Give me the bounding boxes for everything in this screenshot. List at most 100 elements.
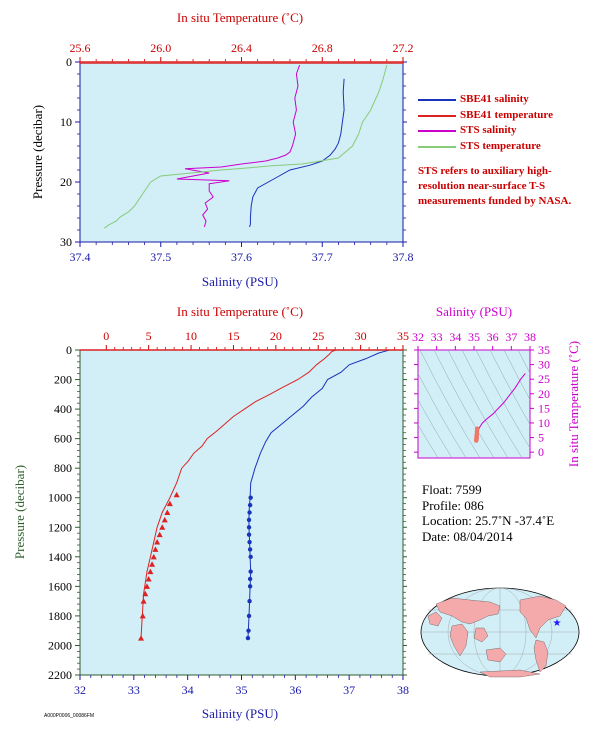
- salinity-samples-point: [247, 584, 253, 589]
- profile-date: Date: 08/04/2014: [422, 528, 513, 544]
- density-contour: [433, 350, 495, 458]
- temperature-samples-point: [142, 590, 149, 597]
- sts-note: STS refers to auxiliary high-resolution …: [418, 165, 572, 207]
- legend-label: SBE41 salinity: [460, 93, 529, 105]
- salinity-samples-point: [246, 517, 252, 523]
- bottom-salinity-axis-label: Salinity (PSU): [202, 706, 278, 721]
- temperature-samples-point: [173, 491, 180, 498]
- density-contour: [489, 350, 530, 426]
- y-tick-label: 2200: [48, 668, 72, 682]
- legend-swatch-sts-salinity: [418, 130, 456, 132]
- ts-x-tick-label: 33: [431, 330, 443, 344]
- density-contour: [419, 350, 481, 458]
- x-bottom-tick-label: 36: [289, 683, 301, 697]
- density-contour: [418, 424, 439, 458]
- salinity-samples-point: [247, 547, 253, 552]
- ts-x-tick-label: 32: [412, 330, 424, 344]
- salinity-samples-point: [246, 613, 252, 619]
- y-tick-label: 200: [54, 373, 72, 387]
- ts-y-tick-label: 15: [538, 401, 550, 415]
- legend-item: SBE41 salinity: [418, 93, 598, 109]
- float-location-marker: ★: [553, 618, 562, 629]
- y-tick-label: 400: [54, 402, 72, 416]
- y-tick-label: 1400: [48, 550, 72, 564]
- top-legend: SBE41 salinity SBE41 temperature STS sal…: [418, 93, 598, 155]
- density-contour: [517, 350, 530, 375]
- world-map: ★: [420, 587, 580, 678]
- ts-x-tick-label: 38: [524, 330, 536, 344]
- y-tick-label: 1800: [48, 609, 72, 623]
- x-bottom-tick-label: 33: [128, 683, 140, 697]
- salinity-samples-point: [246, 525, 252, 530]
- x-top-tick-label: 0: [103, 329, 109, 343]
- top-pressure-axis-label: Pressure (decibar): [30, 105, 45, 199]
- ts-y-tick-label: 5: [538, 431, 544, 445]
- footer-code: A000P0006_00086FM: [44, 713, 95, 719]
- x-bottom-tick-label: 35: [236, 683, 248, 697]
- x-bottom-tick-label: 38: [397, 683, 409, 697]
- top-series-group: [80, 62, 403, 229]
- sbe41-salinity-line: [249, 78, 345, 228]
- x-top-tick-label: 27.2: [393, 41, 414, 55]
- ts-x-tick-label: 34: [449, 330, 461, 344]
- salinity-samples-point: [247, 598, 252, 604]
- x-bottom-tick-label: 32: [74, 683, 86, 697]
- salinity-samples-point: [248, 569, 253, 574]
- y-tick-label: 1600: [48, 579, 72, 593]
- ts-plot-area: [417, 349, 531, 459]
- x-top-tick-label: 35: [397, 329, 409, 343]
- x-bottom-tick-label: 37.4: [70, 250, 91, 264]
- density-contour: [418, 372, 467, 458]
- y-tick-label: 1200: [48, 520, 72, 534]
- temperature-samples-point: [149, 561, 156, 567]
- bottom-temp-axis-label: In situ Temperature (˚C): [177, 304, 303, 319]
- y-tick-label: 0: [66, 55, 72, 69]
- ts-y-tick-label: 0: [538, 445, 544, 459]
- salinity-samples-point: [248, 495, 253, 500]
- ts-x-tick-label: 36: [487, 330, 499, 344]
- ts-y-tick-label: 25: [538, 372, 550, 386]
- salinity-samples-point: [245, 635, 251, 641]
- legend-label: STS temperature: [460, 139, 541, 152]
- salinity-samples-point: [246, 628, 251, 633]
- density-contour: [447, 350, 509, 458]
- y-tick-label: 20: [60, 175, 72, 189]
- salinity-samples-point: [248, 554, 253, 560]
- sts-temperature-line: [103, 64, 388, 229]
- y-tick-label: 0: [66, 343, 72, 357]
- x-top-tick-label: 26.0: [150, 41, 171, 55]
- y-tick-label: 30: [60, 235, 72, 249]
- x-top-tick-label: 15: [227, 329, 239, 343]
- temperature-samples-point: [156, 531, 163, 538]
- temperature-samples-point: [159, 524, 166, 530]
- ts-series-group: [473, 373, 526, 443]
- profile-number: Profile: 086: [422, 497, 484, 513]
- ts-y-tick-label: 10: [538, 416, 550, 430]
- temperature-samples-point: [154, 539, 161, 545]
- salinity-samples-point: [247, 576, 253, 582]
- y-tick-label: 800: [54, 461, 72, 475]
- salinity-samples-point: [247, 539, 252, 545]
- float-id: Float: 7599: [422, 482, 482, 497]
- temperature-samples-point: [139, 612, 146, 619]
- bottom-series-group: [138, 349, 390, 641]
- legend-swatch-sbe41-temperature: [418, 114, 456, 117]
- bottom-panel: 0200400600800100012001400160018002000220…: [48, 329, 409, 697]
- legend-label: SBE41 temperature: [460, 108, 553, 121]
- legend-item: STS salinity: [418, 124, 598, 140]
- temperature-samples-point: [152, 546, 159, 552]
- map-continents: [427, 595, 567, 678]
- top-temp-axis-label: In situ Temperature (˚C): [177, 10, 303, 25]
- temperature-samples-point: [161, 516, 168, 523]
- density-contour: [418, 399, 453, 458]
- density-contour: [475, 350, 530, 449]
- ts-y-tick-label: 30: [538, 358, 550, 372]
- y-tick-label: 1000: [48, 491, 72, 505]
- ts-isopycnals: [418, 350, 530, 458]
- bottom-ticks: 0200400600800100012001400160018002000220…: [48, 329, 409, 697]
- ts-temp-axis-label: In situ Temperature (˚C): [566, 341, 581, 467]
- y-tick-label: 600: [54, 432, 72, 446]
- ts-x-tick-label: 37: [505, 330, 517, 344]
